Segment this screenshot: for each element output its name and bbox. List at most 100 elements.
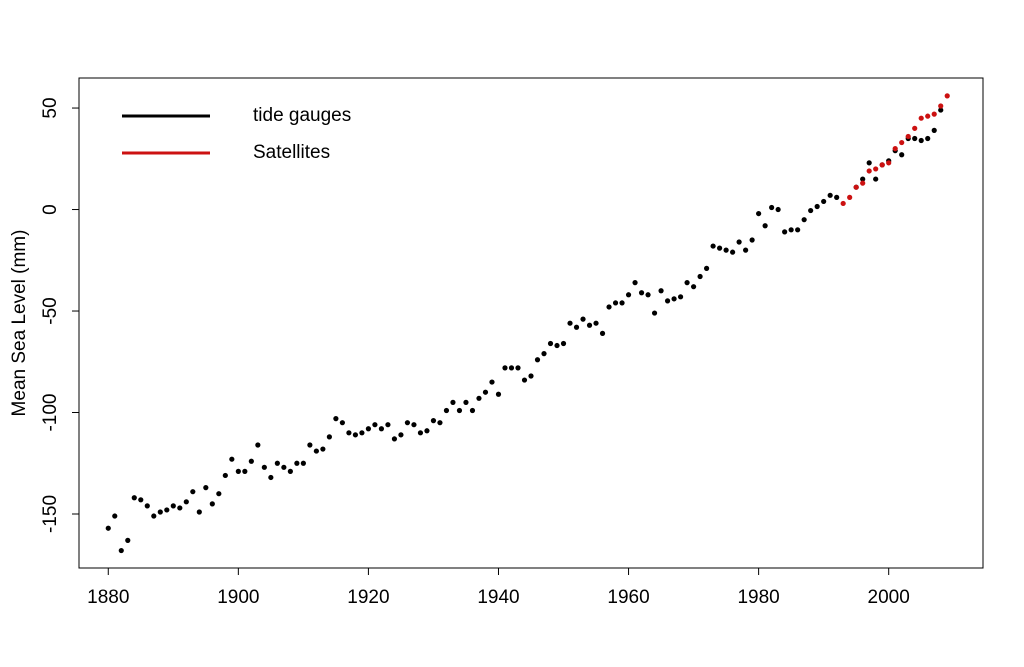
data-point: [274, 460, 280, 466]
data-point: [782, 229, 788, 235]
data-point: [821, 198, 827, 205]
data-point: [190, 489, 196, 495]
data-point: [443, 407, 450, 414]
data-point: [710, 243, 716, 249]
data-point: [404, 420, 411, 426]
data-point: [808, 207, 814, 214]
data-point: [938, 103, 944, 109]
data-point: [866, 168, 872, 174]
data-point: [684, 280, 690, 286]
data-point: [925, 113, 931, 119]
data-point: [912, 135, 918, 142]
data-point: [281, 464, 287, 470]
data-point: [892, 146, 898, 152]
data-point: [886, 160, 892, 166]
x-tick-label: 1960: [607, 587, 649, 608]
data-point: [853, 184, 859, 190]
x-tick-label: 1900: [217, 587, 259, 608]
data-point: [912, 125, 918, 131]
data-point: [788, 227, 794, 233]
data-point: [430, 418, 437, 424]
data-point: [658, 288, 664, 294]
data-point: [209, 501, 215, 507]
data-point: [528, 373, 534, 379]
data-point: [554, 342, 560, 349]
data-point: [378, 426, 385, 432]
x-tick-label: 2000: [868, 587, 910, 608]
data-point: [105, 525, 111, 531]
data-point: [625, 292, 632, 298]
plot-frame: [78, 77, 984, 569]
data-point: [638, 290, 645, 296]
data-point: [599, 330, 606, 336]
x-tick-label: 1920: [347, 587, 389, 608]
data-point: [840, 200, 846, 207]
data-point: [873, 166, 879, 172]
data-point: [795, 227, 801, 233]
data-point: [268, 474, 274, 481]
data-point: [391, 436, 398, 442]
data-point: [131, 495, 137, 501]
data-point: [196, 509, 202, 515]
data-point: [827, 192, 833, 198]
data-point: [677, 294, 684, 300]
data-point: [235, 468, 241, 474]
data-point: [437, 420, 443, 426]
data-point: [242, 468, 248, 474]
data-point: [515, 365, 521, 371]
y-tick-label: -50: [40, 297, 61, 324]
data-point: [931, 127, 937, 133]
data-point: [899, 139, 905, 146]
data-point: [248, 458, 254, 464]
data-point: [346, 430, 352, 436]
data-point: [144, 503, 150, 509]
data-point: [547, 340, 554, 347]
data-point: [385, 422, 391, 428]
data-point: [164, 507, 170, 513]
data-point: [560, 340, 567, 347]
data-point: [690, 284, 697, 290]
data-point: [112, 513, 118, 519]
data-point: [899, 152, 905, 158]
data-point: [664, 298, 671, 304]
data-point: [736, 239, 742, 245]
data-point: [730, 249, 736, 255]
y-axis-label: Mean Sea Level (mm): [9, 230, 30, 417]
y-tick-label: -100: [40, 393, 61, 431]
data-point: [619, 300, 625, 306]
data-point: [541, 351, 547, 357]
data-point: [645, 292, 651, 298]
data-point: [508, 365, 515, 371]
data-point: [229, 456, 235, 462]
data-point: [372, 422, 378, 428]
data-point: [834, 194, 840, 200]
data-point: [463, 399, 469, 405]
data-point: [352, 432, 359, 438]
data-point: [222, 472, 228, 479]
data-point: [287, 468, 293, 474]
data-point: [456, 407, 463, 414]
data-point: [814, 203, 820, 210]
data-point: [925, 135, 931, 142]
data-point: [723, 247, 729, 253]
data-point: [860, 180, 866, 186]
data-point: [938, 107, 944, 113]
data-point: [944, 93, 950, 99]
data-point: [333, 416, 339, 422]
data-point: [398, 432, 404, 438]
y-tick-label: 0: [40, 204, 61, 215]
data-point: [255, 442, 261, 448]
data-point: [411, 422, 417, 428]
data-point: [216, 491, 222, 497]
data-point: [450, 399, 456, 405]
data-point: [417, 430, 424, 436]
data-point: [521, 377, 528, 383]
data-point: [918, 137, 924, 144]
data-point: [118, 547, 124, 554]
y-tick-label: 50: [40, 97, 61, 118]
data-point: [651, 310, 658, 316]
data-point: [489, 379, 495, 385]
data-point: [170, 503, 176, 509]
data-point: [632, 280, 638, 286]
